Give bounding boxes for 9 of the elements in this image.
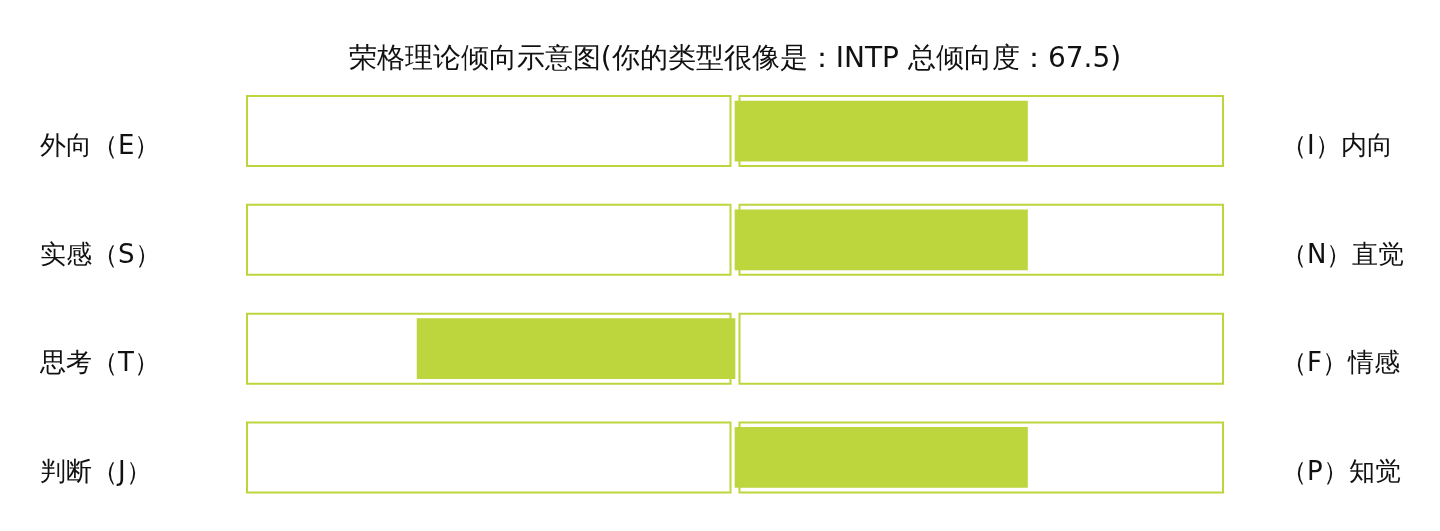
chart-title: 荣格理论倾向示意图(你的类型很像是：INTP 总倾向度：67.5) xyxy=(348,41,1122,75)
y-tick-label: 实感（S） xyxy=(40,238,161,269)
y2-tick-label: （I）内向 xyxy=(1281,129,1393,160)
y-tick-label: 外向（E） xyxy=(40,129,161,160)
y2-tick-label: （F）情感 xyxy=(1281,347,1400,378)
y2-tick-label: （P）知觉 xyxy=(1281,456,1401,487)
y2-tick-label: （N）直觉 xyxy=(1281,238,1405,269)
y-tick-label: 判断（J） xyxy=(40,456,152,487)
y-tick-label: 思考（T） xyxy=(39,347,160,378)
